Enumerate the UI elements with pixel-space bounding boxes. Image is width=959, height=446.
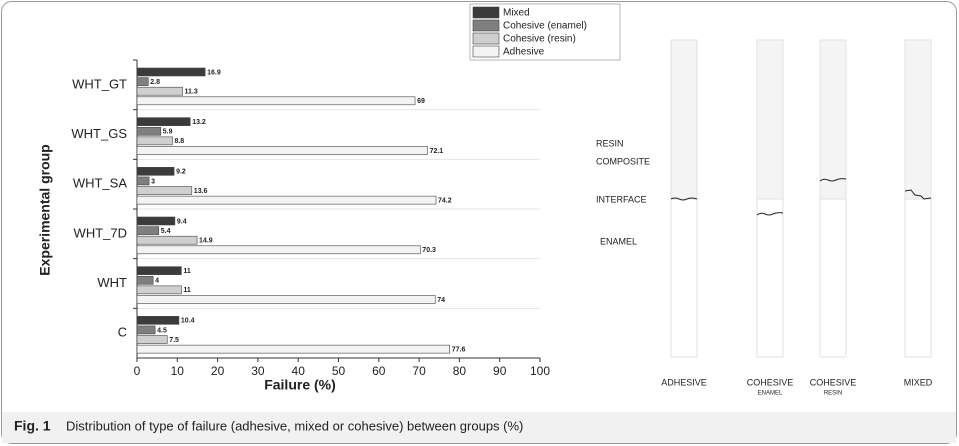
x-tick-label: 90 [493, 364, 507, 378]
value-label: 77.6 [452, 346, 466, 353]
y-tick-label: WHT_GS [71, 126, 127, 141]
value-label: 11 [183, 287, 191, 294]
specimen [757, 40, 783, 357]
x-tick-label: 20 [211, 364, 225, 378]
x-tick-label: 80 [453, 364, 467, 378]
y-tick-label: WHT_GT [72, 76, 127, 91]
bar [137, 286, 181, 294]
legend-swatch [473, 7, 499, 18]
bar [137, 177, 149, 185]
zone-label: RESIN [596, 138, 624, 148]
legend-label: Cohesive (enamel) [503, 21, 587, 32]
value-label: 11.3 [185, 89, 198, 96]
bar [137, 78, 148, 86]
y-tick-label: C [118, 325, 127, 340]
x-tick-label: 60 [372, 364, 386, 378]
specimen [671, 40, 697, 357]
specimen-label: ADHESIVE [661, 377, 707, 387]
specimen [820, 40, 846, 357]
bar [137, 118, 190, 126]
legend-label: Adhesive [503, 47, 545, 58]
caption-label: Fig. 1 [14, 418, 51, 434]
legend-swatch [473, 20, 499, 31]
bar [137, 196, 436, 204]
y-tick-label: WHT_SA [73, 176, 128, 191]
x-tick-label: 30 [251, 364, 265, 378]
legend-swatch [473, 46, 499, 57]
bar [137, 97, 415, 105]
bar [137, 295, 435, 303]
figure: Fig. 1 Distribution of type of failure (… [0, 0, 959, 446]
legend-label: Cohesive (resin) [503, 34, 576, 45]
specimen-label: COHESIVE [747, 377, 794, 387]
value-label: 8.8 [174, 138, 184, 145]
legend-swatch [473, 33, 499, 44]
bar [137, 68, 205, 76]
bar [137, 316, 179, 324]
specimen-label: COHESIVE [810, 377, 857, 387]
x-tick-label: 70 [412, 364, 426, 378]
value-label: 14.9 [199, 238, 213, 245]
bar [137, 236, 197, 244]
bar [137, 146, 428, 154]
specimen [905, 40, 931, 357]
value-label: 11 [183, 268, 191, 275]
bar [137, 326, 155, 334]
zone-label: COMPOSITE [596, 156, 650, 166]
value-label: 74 [437, 297, 445, 304]
x-tick-label: 40 [292, 364, 306, 378]
x-tick-label: 0 [134, 364, 141, 378]
bar [137, 227, 159, 235]
value-label: 9.2 [176, 169, 186, 176]
value-label: 4 [155, 278, 159, 285]
y-tick-label: WHT_7D [74, 225, 127, 240]
bar [137, 187, 192, 195]
value-label: 5.9 [163, 129, 173, 136]
bar [137, 345, 450, 353]
value-label: 13.2 [192, 119, 206, 126]
value-label: 7.5 [169, 337, 179, 344]
bar [137, 127, 161, 135]
zone-label: INTERFACE [596, 194, 647, 204]
bar [137, 137, 172, 145]
y-tick-label: WHT [97, 275, 127, 290]
x-axis-title: Failure (%) [264, 377, 336, 393]
value-label: 3 [151, 178, 155, 185]
zone-label: ENAMEL [600, 236, 637, 246]
value-label: 74.2 [438, 197, 452, 204]
bar [137, 87, 183, 95]
value-label: 69 [417, 98, 425, 105]
x-tick-label: 50 [332, 364, 346, 378]
bar [137, 217, 175, 225]
value-label: 4.5 [157, 327, 167, 334]
value-label: 2.8 [150, 79, 160, 86]
bar [137, 267, 181, 275]
specimen-label: MIXED [904, 377, 933, 387]
value-label: 70.3 [422, 247, 436, 254]
y-axis-title: Experimental group [37, 144, 53, 275]
value-label: 5.4 [161, 228, 171, 235]
bar [137, 246, 420, 254]
x-tick-label: 100 [530, 364, 550, 378]
bar [137, 336, 167, 344]
specimen-sublabel: ENAMEL [758, 391, 783, 397]
specimen-sublabel: RESIN [824, 391, 842, 397]
bar [137, 276, 153, 284]
value-label: 9.4 [177, 218, 187, 225]
value-label: 16.9 [207, 69, 221, 76]
legend-label: Mixed [503, 8, 530, 19]
caption-text: Distribution of type of failure (adhesiv… [66, 418, 523, 433]
value-label: 10.4 [181, 318, 195, 325]
x-tick-label: 10 [171, 364, 185, 378]
value-label: 72.1 [430, 148, 444, 155]
bar [137, 167, 174, 175]
value-label: 13.6 [194, 188, 208, 195]
